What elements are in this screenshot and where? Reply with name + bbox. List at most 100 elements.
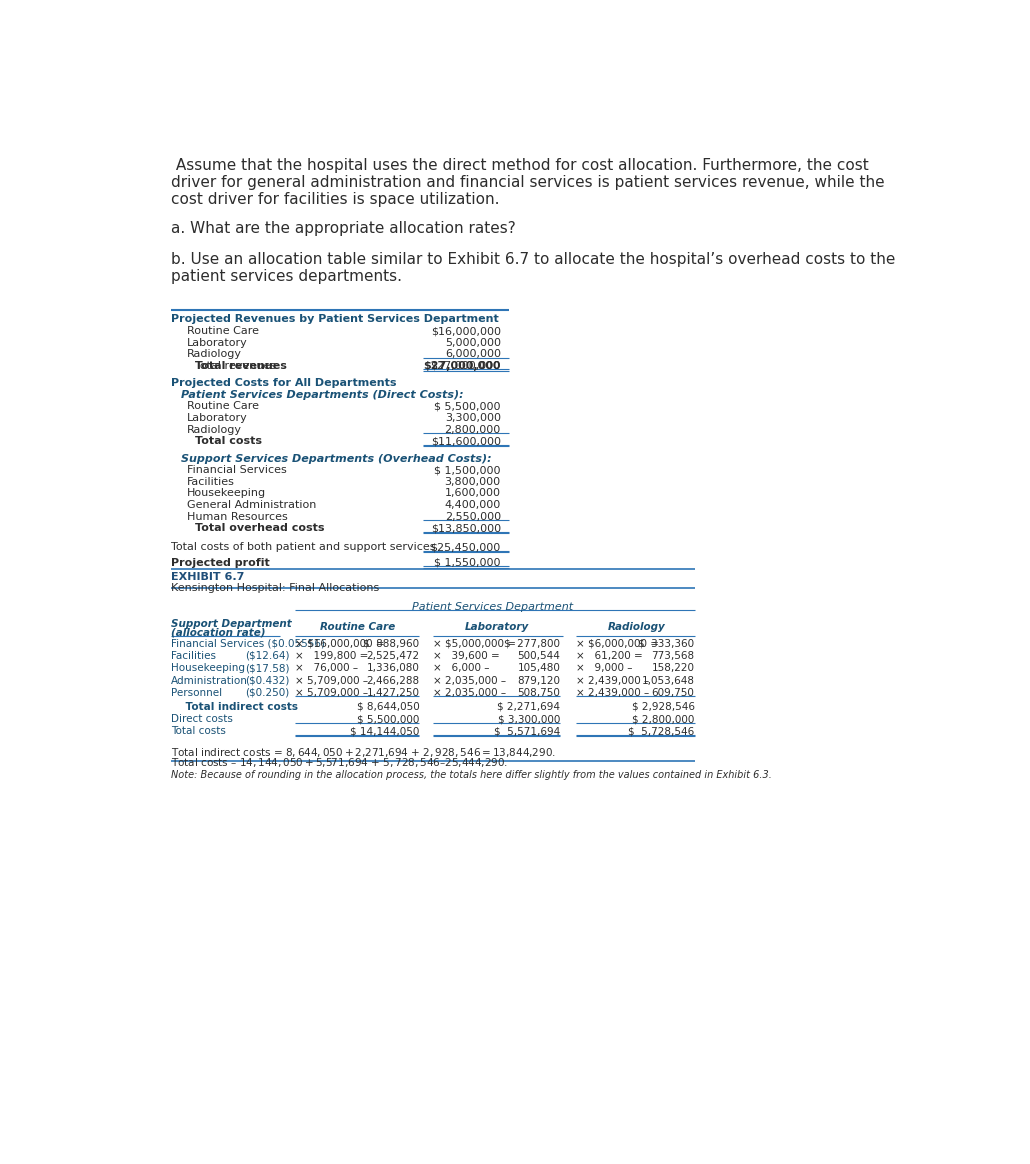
Text: $ 2,800,000: $ 2,800,000 <box>632 714 694 724</box>
Text: $  333,360: $ 333,360 <box>639 639 694 648</box>
Text: 2,466,288: 2,466,288 <box>367 675 419 686</box>
Text: ×   76,000 –: × 76,000 – <box>296 663 358 673</box>
Text: Total costs of both patient and support services: Total costs of both patient and support … <box>171 542 436 553</box>
Text: 2,550,000: 2,550,000 <box>445 512 501 521</box>
Text: ×   61,200 =: × 61,200 = <box>576 651 643 661</box>
Text: EXHIBIT 6.7: EXHIBIT 6.7 <box>171 573 245 582</box>
Text: $ 8,644,050: $ 8,644,050 <box>356 702 419 711</box>
Text: 5,000,000: 5,000,000 <box>445 338 501 348</box>
Text: Total indirect costs = $8,644,050 + $2,271,694 + $2,928,546 = $13,844,290.: Total indirect costs = $8,644,050 + $2,2… <box>171 746 556 759</box>
Text: Total revenues: Total revenues <box>195 361 276 370</box>
Text: 1,336,080: 1,336,080 <box>367 663 419 673</box>
Text: patient services departments.: patient services departments. <box>171 269 403 284</box>
Text: Administration: Administration <box>171 675 248 686</box>
Text: Total costs: Total costs <box>171 726 227 737</box>
Text: ×   6,000 –: × 6,000 – <box>434 663 490 673</box>
Text: $ 3,300,000: $ 3,300,000 <box>499 714 560 724</box>
Text: Laboratory: Laboratory <box>186 413 247 423</box>
Text: × $5,000,000 =: × $5,000,000 = <box>434 639 516 648</box>
Text: a. What are the appropriate allocation rates?: a. What are the appropriate allocation r… <box>171 221 516 236</box>
Text: × 5,709,000 –: × 5,709,000 – <box>296 675 369 686</box>
Text: Routine Care: Routine Care <box>186 326 259 336</box>
Text: ×   9,000 –: × 9,000 – <box>576 663 632 673</box>
Text: Kensington Hospital: Final Allocations: Kensington Hospital: Final Allocations <box>171 583 380 594</box>
Text: $ 1,500,000: $ 1,500,000 <box>435 466 501 475</box>
Text: Laboratory: Laboratory <box>186 338 247 348</box>
Text: Note: Because of rounding in the allocation process, the totals here differ slig: Note: Because of rounding in the allocat… <box>171 771 772 780</box>
Text: $27,000,000: $27,000,000 <box>423 361 501 370</box>
Text: $ 14,144,050: $ 14,144,050 <box>350 726 419 737</box>
Text: $11,600,000: $11,600,000 <box>431 436 501 446</box>
Text: $ 2,271,694: $ 2,271,694 <box>497 702 560 711</box>
Text: $27,000,000: $27,000,000 <box>431 361 501 370</box>
Text: × 2,035,000 –: × 2,035,000 – <box>434 675 507 686</box>
Text: Direct costs: Direct costs <box>171 714 233 724</box>
Text: Total revenues: Total revenues <box>195 361 286 370</box>
Text: Radiology: Radiology <box>186 425 242 434</box>
Text: $  888,960: $ 888,960 <box>364 639 419 648</box>
Text: 508,750: 508,750 <box>517 688 560 698</box>
Text: Laboratory: Laboratory <box>465 623 529 632</box>
Text: Projected profit: Projected profit <box>171 558 270 568</box>
Text: $  5,571,694: $ 5,571,694 <box>494 726 560 737</box>
Text: 4,400,000: 4,400,000 <box>445 501 501 510</box>
Text: 2,800,000: 2,800,000 <box>445 425 501 434</box>
Text: $  5,728,546: $ 5,728,546 <box>628 726 694 737</box>
Text: $13,850,000: $13,850,000 <box>431 523 501 533</box>
Text: Radiology: Radiology <box>608 623 665 632</box>
Text: Personnel: Personnel <box>171 688 222 698</box>
Text: (allocation rate): (allocation rate) <box>171 627 266 637</box>
Text: Projected Costs for All Departments: Projected Costs for All Departments <box>171 378 397 389</box>
Text: × 2,439,000 –: × 2,439,000 – <box>576 688 649 698</box>
Text: Facilities: Facilities <box>171 651 216 661</box>
Text: $ 5,500,000: $ 5,500,000 <box>357 714 419 724</box>
Text: 105,480: 105,480 <box>517 663 560 673</box>
Text: 158,220: 158,220 <box>652 663 694 673</box>
Text: $ 5,500,000: $ 5,500,000 <box>435 402 501 412</box>
Text: 773,568: 773,568 <box>651 651 694 661</box>
Text: Financial Services ($0.05556): Financial Services ($0.05556) <box>171 639 325 648</box>
Text: 3,300,000: 3,300,000 <box>445 413 501 423</box>
Text: × $6,000,000 =: × $6,000,000 = <box>576 639 659 648</box>
Text: ($12.64): ($12.64) <box>245 651 289 661</box>
Text: Projected Revenues by Patient Services Department: Projected Revenues by Patient Services D… <box>171 314 500 325</box>
Text: 1,427,250: 1,427,250 <box>367 688 419 698</box>
Text: $  277,800: $ 277,800 <box>505 639 560 648</box>
Text: 1,053,648: 1,053,648 <box>642 675 694 686</box>
Text: Routine Care: Routine Care <box>319 623 394 632</box>
Text: $ 2,928,546: $ 2,928,546 <box>631 702 694 711</box>
Text: Total overhead costs: Total overhead costs <box>195 523 324 533</box>
Text: Total indirect costs: Total indirect costs <box>171 702 299 711</box>
Text: Housekeeping: Housekeeping <box>171 663 245 673</box>
Text: Total costs: Total costs <box>195 436 262 446</box>
Text: Facilities: Facilities <box>186 477 235 487</box>
Text: × 5,709,000 –: × 5,709,000 – <box>296 688 369 698</box>
Text: × $16,000,000 =: × $16,000,000 = <box>296 639 385 648</box>
Text: Support Department: Support Department <box>171 618 293 629</box>
Text: ×   199,800 =: × 199,800 = <box>296 651 369 661</box>
Text: driver for general administration and financial services is patient services rev: driver for general administration and fi… <box>171 175 885 190</box>
Text: $25,450,000: $25,450,000 <box>431 542 501 553</box>
Text: $ 1,550,000: $ 1,550,000 <box>435 558 501 568</box>
Text: ($17.58): ($17.58) <box>245 663 289 673</box>
Text: 1,600,000: 1,600,000 <box>445 489 501 498</box>
Text: 2,525,472: 2,525,472 <box>367 651 419 661</box>
Text: 3,800,000: 3,800,000 <box>445 477 501 487</box>
Text: Human Resources: Human Resources <box>186 512 287 521</box>
Text: 609,750: 609,750 <box>652 688 694 698</box>
Text: 500,544: 500,544 <box>517 651 560 661</box>
Text: General Administration: General Administration <box>186 501 316 510</box>
Text: Assume that the hospital uses the direct method for cost allocation. Furthermore: Assume that the hospital uses the direct… <box>171 158 869 173</box>
Text: Patient Services Departments (Direct Costs):: Patient Services Departments (Direct Cos… <box>181 390 465 400</box>
Text: ×   39,600 =: × 39,600 = <box>434 651 501 661</box>
Text: Radiology: Radiology <box>186 349 242 360</box>
Text: Financial Services: Financial Services <box>186 466 286 475</box>
Text: Housekeeping: Housekeeping <box>186 489 266 498</box>
Text: ($0.250): ($0.250) <box>245 688 289 698</box>
Text: cost driver for facilities is space utilization.: cost driver for facilities is space util… <box>171 192 500 207</box>
Text: Support Services Departments (Overhead Costs):: Support Services Departments (Overhead C… <box>181 454 492 463</box>
Text: Routine Care: Routine Care <box>186 402 259 412</box>
Text: 6,000,000: 6,000,000 <box>445 349 501 360</box>
Text: Total costs – $14,144,050 + $5,571,694 + $5,728,546 – $25,444,290.: Total costs – $14,144,050 + $5,571,694 +… <box>171 757 509 769</box>
Text: × 2,439,000 –: × 2,439,000 – <box>576 675 649 686</box>
